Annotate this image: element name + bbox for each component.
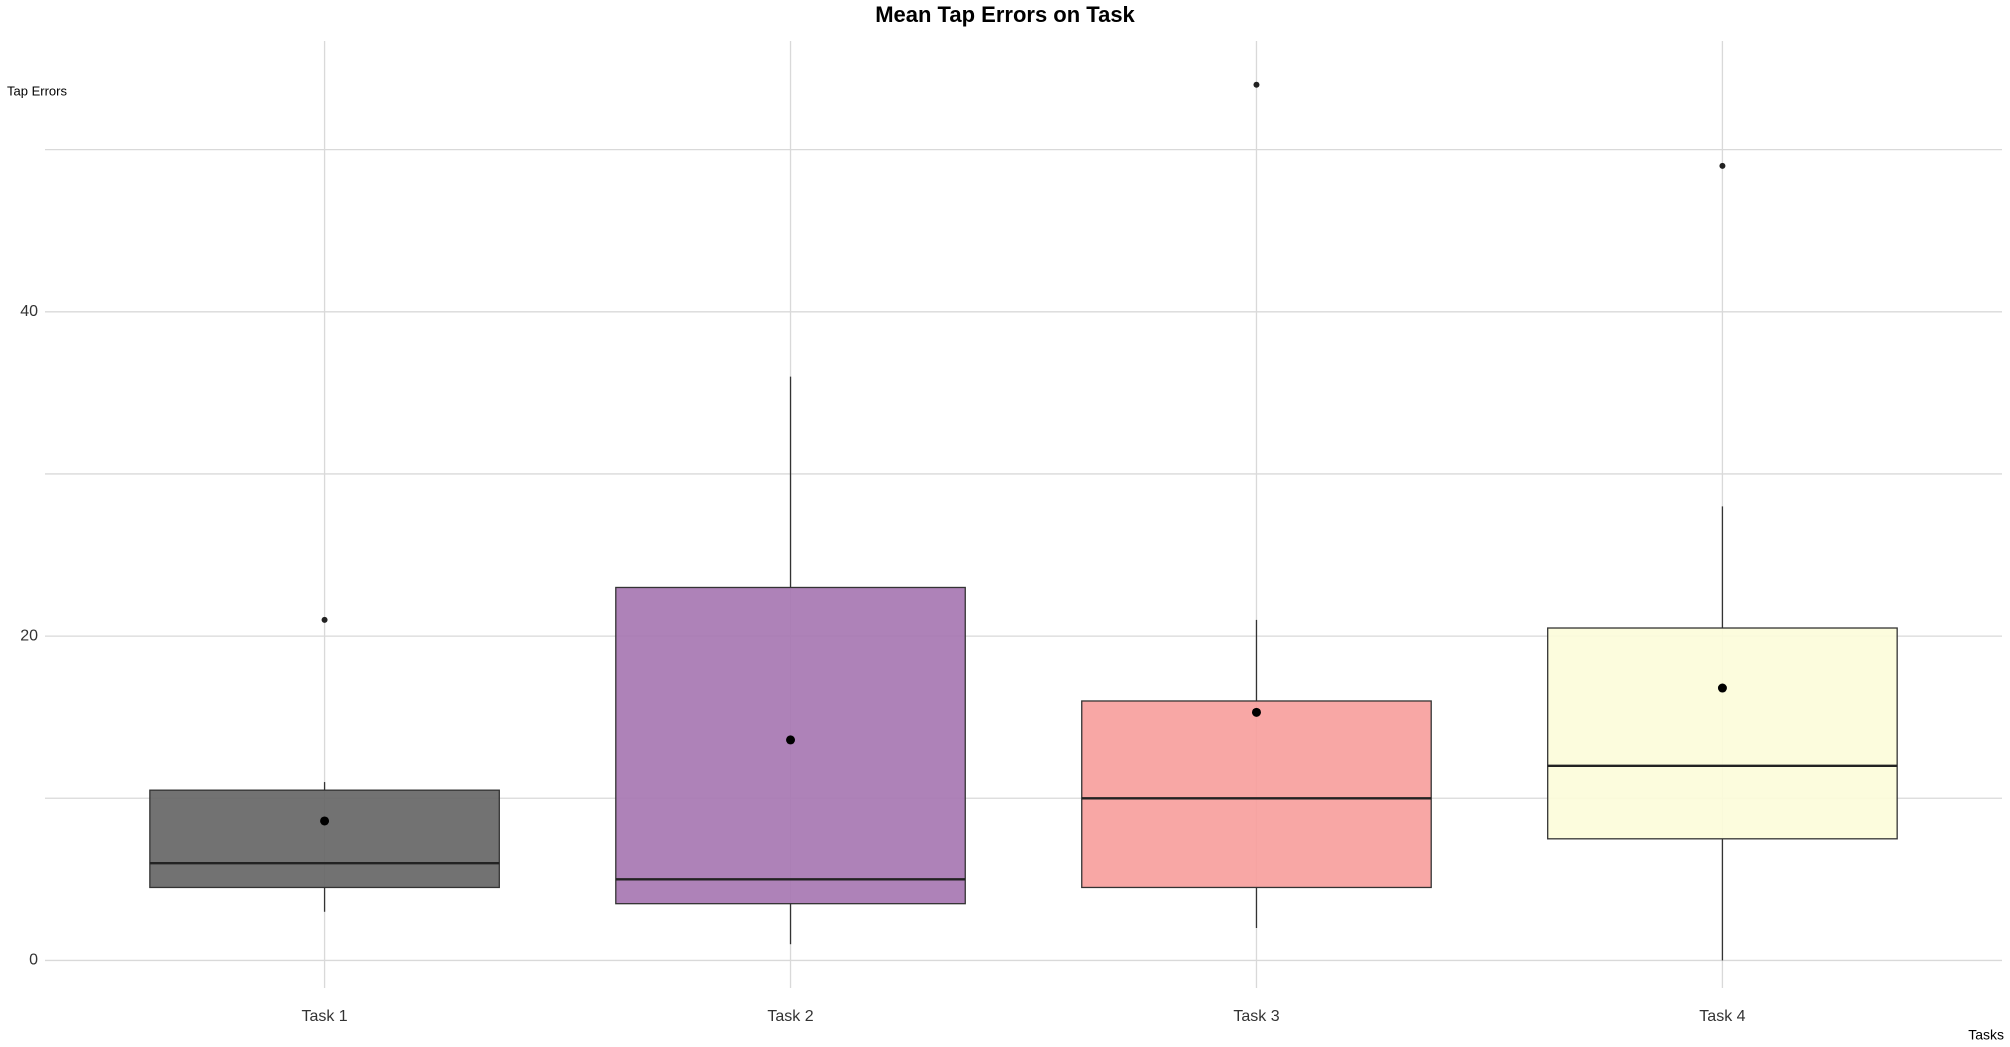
chart-title: Mean Tap Errors on Task <box>875 2 1135 27</box>
outlier <box>1719 162 1726 169</box>
x-tick-label: Task 1 <box>301 1008 347 1025</box>
x-tick-label: Task 2 <box>767 1008 813 1025</box>
y-tick-label: 40 <box>20 303 38 320</box>
mean-point <box>1717 683 1727 693</box>
y-tick-label: 20 <box>20 627 38 644</box>
box <box>149 789 500 889</box>
y-axis-label: Tap Errors <box>7 83 67 98</box>
outlier <box>1253 81 1260 88</box>
x-tick-label: Task 3 <box>1233 1008 1279 1025</box>
outlier <box>321 616 328 623</box>
mean-point <box>786 735 796 745</box>
box <box>615 586 966 905</box>
x-tick-label: Task 4 <box>1699 1008 1745 1025</box>
box <box>1081 700 1432 889</box>
y-tick-label: 0 <box>29 952 38 969</box>
mean-point <box>320 816 330 826</box>
mean-point <box>1251 707 1261 717</box>
box <box>1547 627 1898 840</box>
x-axis-label: Tasks <box>1968 1027 2004 1043</box>
